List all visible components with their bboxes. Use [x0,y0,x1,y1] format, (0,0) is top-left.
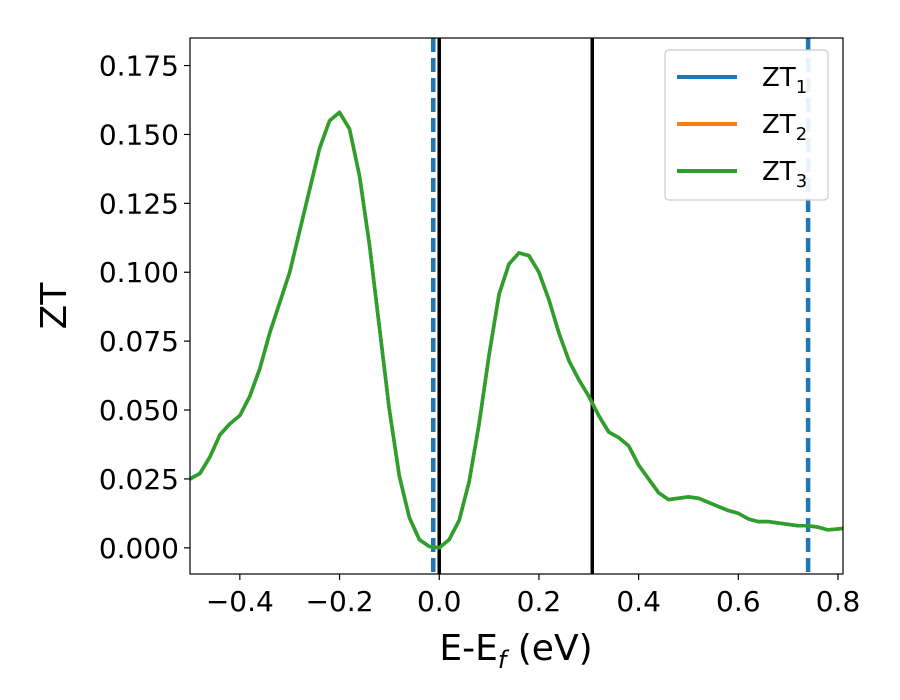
x-axis-title-main: E-E [439,628,497,669]
legend-box [664,49,829,201]
legend-entry: ZT1 [677,63,807,98]
series-layer [190,110,843,550]
legend-label-2: ZT2 [762,110,807,145]
plot-frame [189,37,844,575]
legend-label-1: ZT1 [762,63,807,98]
series-line-zt3 [190,110,843,550]
y-tick-label: 0.150 [99,118,179,151]
y-axis-title: ZT [34,282,75,330]
x-tick-label: 0.4 [616,585,661,618]
legend-entry: ZT2 [677,110,807,145]
y-tick-label: 0.075 [99,325,179,358]
x-tick-label: 0.0 [417,585,462,618]
x-tick-label: 0.8 [816,585,861,618]
legend: ZT1 ZT2 ZT3 [664,49,829,201]
x-tick-label: −0.4 [206,585,274,618]
x-tick-label: 0.2 [517,585,562,618]
y-tick-label: 0.000 [99,532,179,565]
x-tick-label: −0.2 [306,585,374,618]
x-axis: −0.4 −0.2 0.0 0.2 0.4 0.6 0.8 [206,574,860,618]
y-tick-label: 0.050 [99,394,179,427]
y-tick-label: 0.125 [99,187,179,220]
y-tick-label: 0.025 [99,463,179,496]
legend-label-3: ZT3 [762,157,807,192]
y-tick-label: 0.175 [99,50,179,83]
y-tick-label: 0.100 [99,256,179,289]
y-axis: 0.000 0.025 0.050 0.075 0.100 0.125 0.150 0.175 [99,50,190,565]
x-axis-title-tail: (eV) [506,628,592,669]
legend-entry: ZT3 [677,157,807,192]
x-axis-title: E-Ef (eV) [439,628,592,674]
x-tick-label: 0.6 [716,585,761,618]
